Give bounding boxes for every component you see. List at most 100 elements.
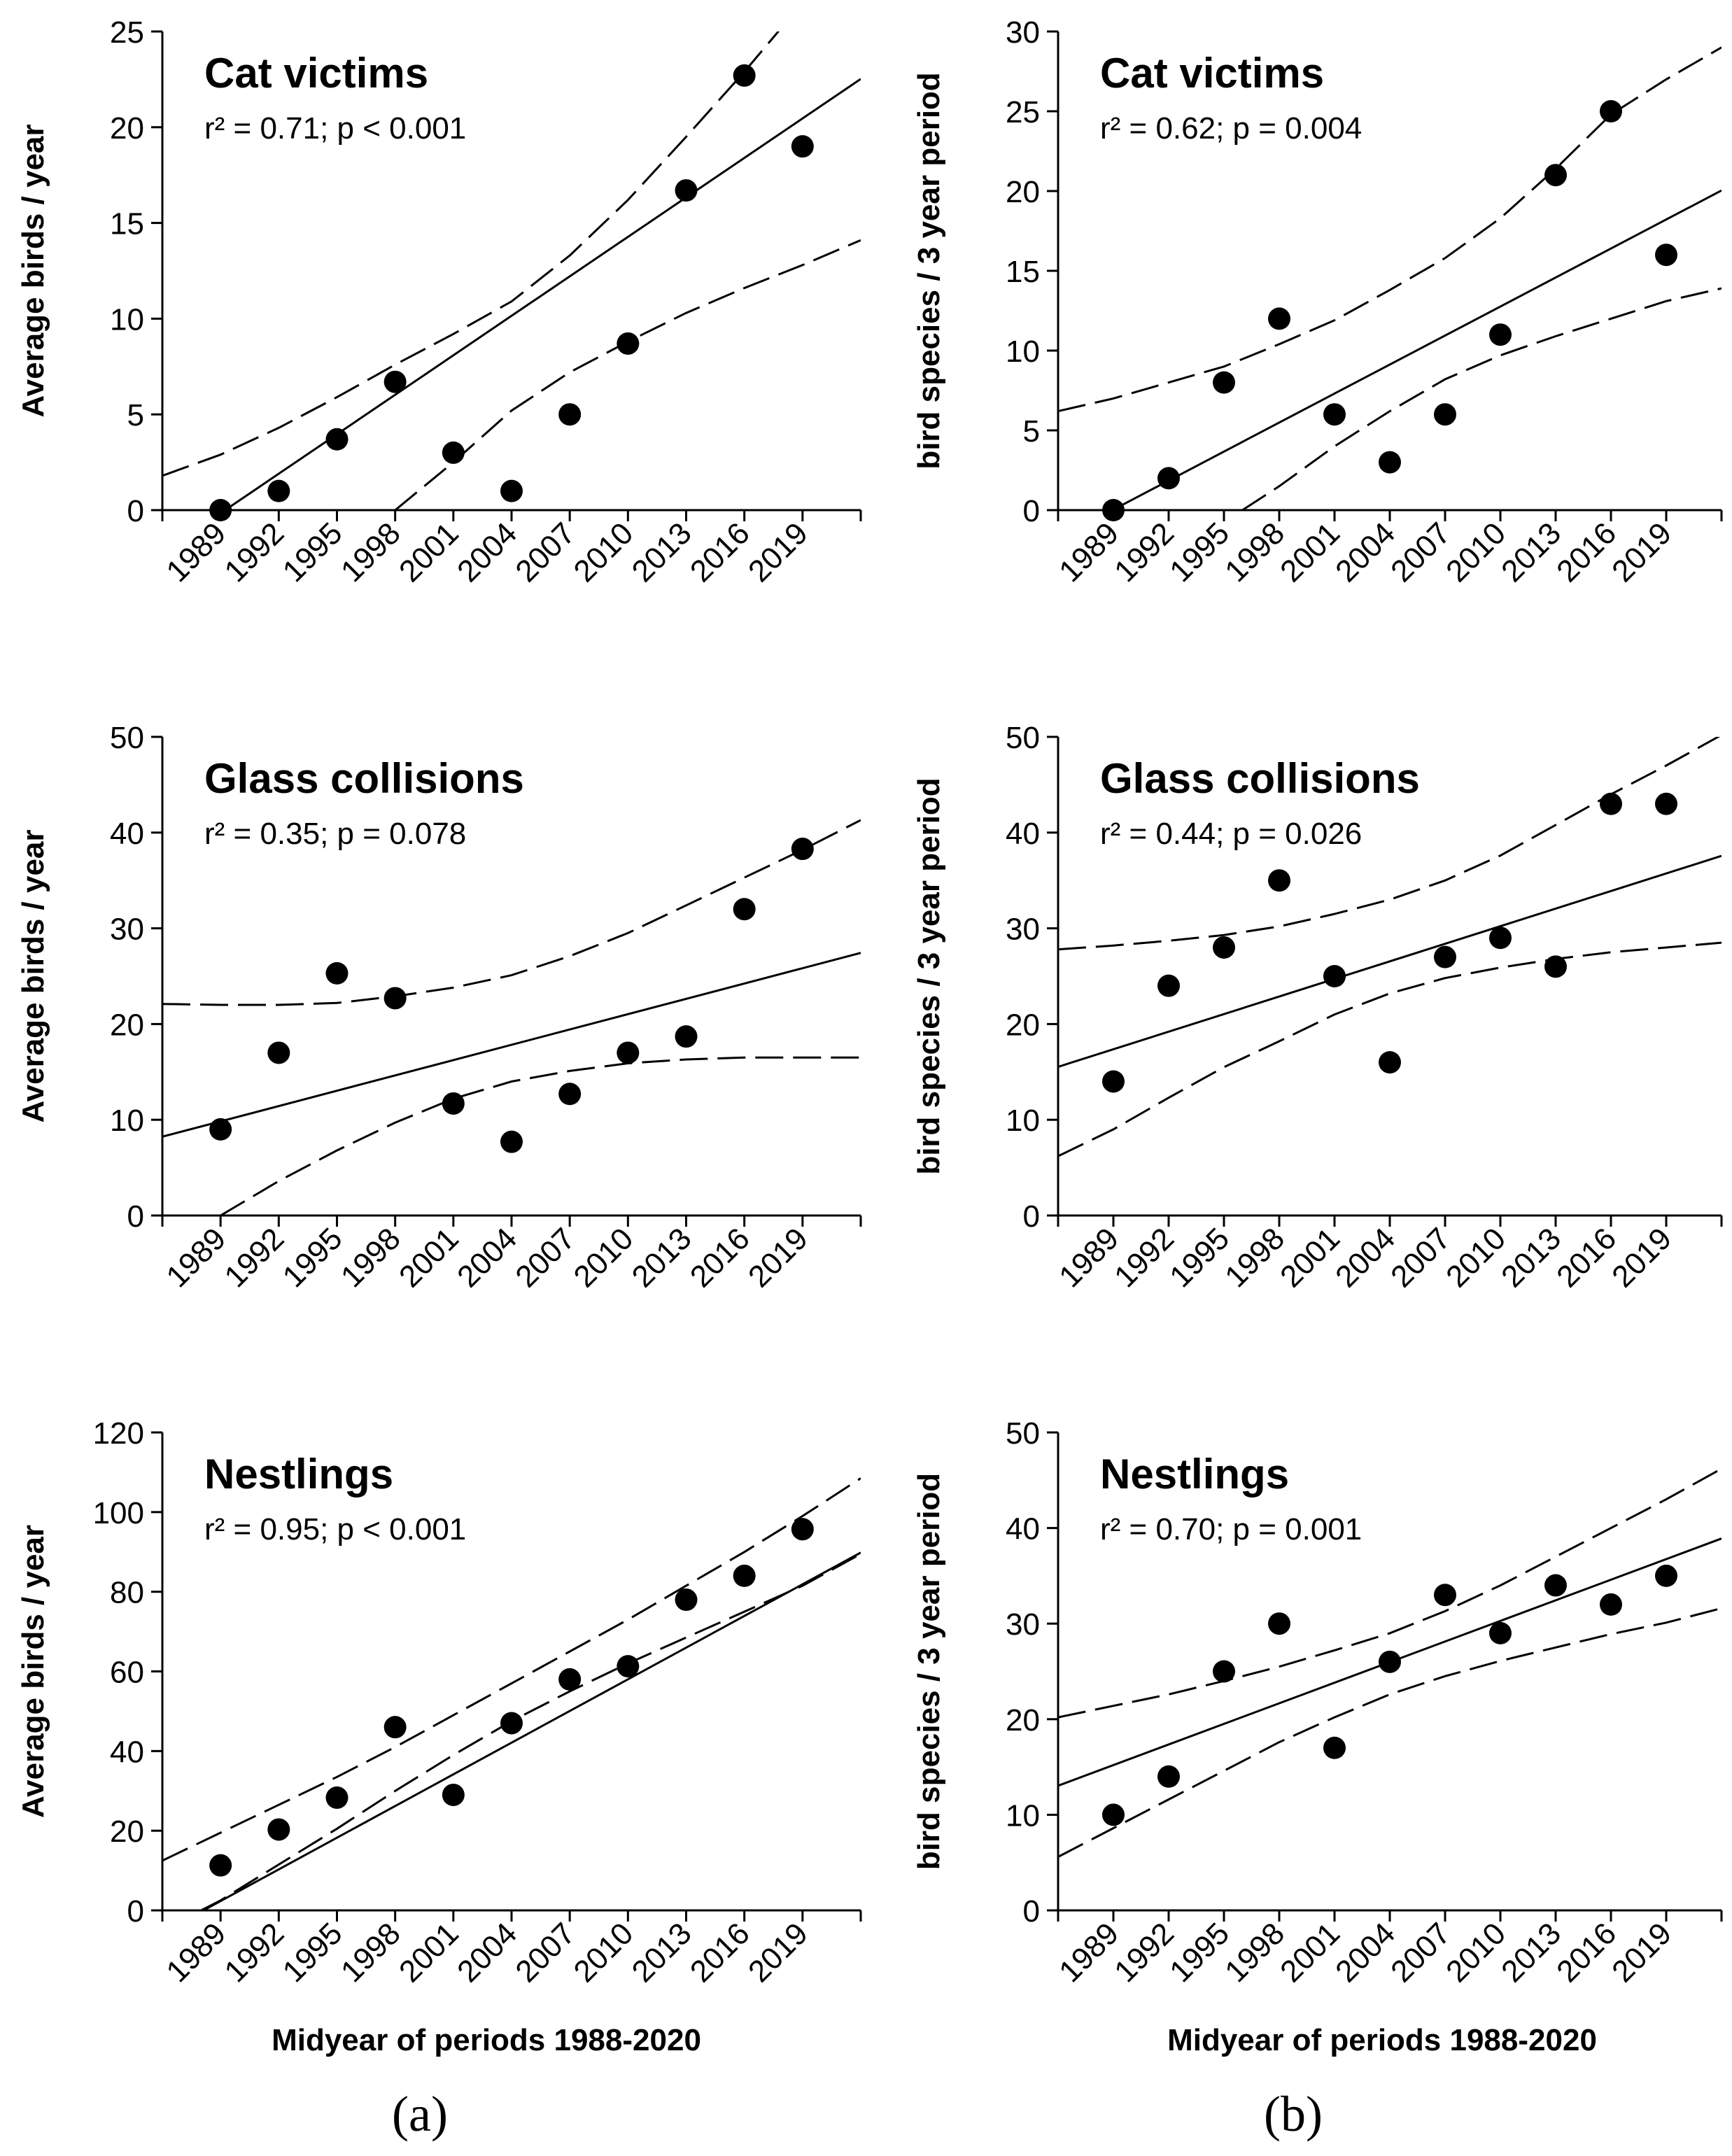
x-tick-label: 1998 — [1218, 516, 1291, 589]
y-tick-label: 0 — [1023, 1894, 1040, 1929]
regression-line — [162, 952, 861, 1138]
x-tick-label: 2004 — [451, 1221, 523, 1294]
y-tick-label: 10 — [1006, 1798, 1040, 1833]
y-tick-label: 10 — [1006, 1104, 1040, 1138]
data-point — [1102, 1803, 1125, 1826]
x-tick-label: 1989 — [160, 1221, 232, 1294]
x-tick-label: 2001 — [393, 516, 465, 589]
data-point — [1157, 467, 1180, 490]
y-tick-label: 5 — [127, 398, 144, 432]
panel-glass-collisions-average: 0102030405019891992199519982001200420072… — [16, 721, 862, 1294]
x-tick-label: 2013 — [1495, 516, 1568, 589]
data-point — [558, 1083, 582, 1106]
x-tick-label: 2010 — [1439, 1221, 1512, 1294]
panel-title: Glass collisions — [1100, 755, 1420, 802]
data-point — [1102, 499, 1125, 521]
x-tick-label: 1989 — [1052, 516, 1125, 589]
regression-line — [1058, 854, 1722, 1068]
data-point — [675, 179, 698, 202]
y-tick-label: 25 — [110, 15, 144, 50]
data-point — [1157, 1765, 1180, 1788]
y-tick-label: 120 — [93, 1416, 144, 1451]
x-tick-label: 2007 — [1384, 516, 1457, 589]
data-point — [675, 1588, 698, 1612]
data-point — [1434, 945, 1456, 968]
x-tick-label: 2007 — [1384, 1916, 1457, 1989]
panel-stats: r² = 0.70; p = 0.001 — [1100, 1512, 1362, 1546]
confidence-band-lower — [1241, 287, 1722, 510]
y-axis-label: Average birds / year — [16, 829, 50, 1122]
x-tick-label: 1995 — [276, 1916, 349, 1989]
data-point — [1655, 1564, 1677, 1587]
data-point — [791, 135, 814, 158]
panel-stats: r² = 0.44; p = 0.026 — [1100, 817, 1362, 851]
x-tick-label: 2007 — [1384, 1221, 1457, 1294]
data-point — [500, 1130, 523, 1153]
data-point — [325, 1786, 348, 1809]
data-point — [1323, 1736, 1346, 1759]
x-tick-label: 2019 — [742, 516, 815, 589]
data-point — [1379, 1650, 1401, 1673]
x-tick-label: 1992 — [218, 516, 291, 589]
x-tick-label: 1995 — [1163, 1221, 1236, 1294]
y-tick-label: 80 — [110, 1576, 144, 1610]
data-point — [1213, 371, 1235, 394]
y-tick-label: 20 — [1006, 1703, 1040, 1738]
panel-title: Nestlings — [204, 1451, 393, 1498]
data-point — [1544, 955, 1567, 978]
data-point — [1268, 1612, 1290, 1635]
x-tick-label: 2019 — [1605, 516, 1678, 589]
x-tick-label: 2016 — [684, 516, 756, 589]
y-tick-label: 5 — [1023, 414, 1040, 449]
data-point — [617, 1655, 640, 1678]
y-axis-label: bird species / 3 year period — [912, 1473, 946, 1870]
panel-title: Glass collisions — [204, 755, 524, 802]
regression-line — [223, 78, 861, 510]
confidence-band-lower — [394, 239, 861, 510]
data-point — [1379, 1051, 1401, 1074]
y-tick-label: 30 — [1006, 1607, 1040, 1642]
data-point — [791, 838, 814, 861]
y-tick-label: 60 — [110, 1656, 144, 1690]
x-tick-label: 2004 — [451, 516, 523, 589]
panel-title: Nestlings — [1100, 1451, 1289, 1498]
data-point — [442, 441, 465, 464]
data-point — [383, 1716, 407, 1739]
y-tick-label: 50 — [1006, 1416, 1040, 1451]
y-axis-label: bird species / 3 year period — [912, 72, 946, 469]
x-tick-label: 2013 — [626, 516, 698, 589]
y-tick-label: 0 — [127, 494, 144, 528]
confidence-band-lower — [1058, 1607, 1722, 1858]
y-tick-label: 30 — [1006, 913, 1040, 947]
data-point — [617, 1041, 640, 1064]
x-tick-label: 2001 — [1274, 1916, 1346, 1989]
y-tick-label: 40 — [1006, 1512, 1040, 1546]
data-point — [1213, 936, 1235, 959]
y-tick-label: 15 — [110, 207, 144, 241]
panel-cat-victims-species: 0 5 10 15 20 25 30 1989199219951998200120042007… — [912, 15, 1723, 589]
x-tick-label: 1995 — [1163, 1916, 1236, 1989]
panel-label-b: (b) — [1264, 2086, 1323, 2142]
x-tick-label: 2010 — [568, 1916, 640, 1989]
y-tick-label: 20 — [1006, 175, 1040, 209]
x-tick-label: 2016 — [1550, 516, 1623, 589]
x-axis-label-right: Midyear of periods 1988-2020 — [1167, 2023, 1597, 2057]
x-tick-label: 1995 — [276, 516, 349, 589]
x-tick-label: 1989 — [160, 1916, 232, 1989]
x-tick-label: 1989 — [1052, 1221, 1125, 1294]
data-point — [617, 332, 640, 355]
confidence-band-upper — [162, 1477, 861, 1862]
x-tick-label: 2016 — [684, 1221, 756, 1294]
y-tick-label: 0 — [127, 1894, 144, 1929]
x-tick-label: 2019 — [742, 1916, 815, 1989]
x-tick-label: 2016 — [1550, 1916, 1623, 1989]
y-tick-label: 40 — [1006, 817, 1040, 851]
x-tick-label: 2016 — [684, 1916, 756, 1989]
data-point — [1268, 307, 1290, 330]
y-tick-label: 0 — [127, 1199, 144, 1234]
x-tick-label: 2004 — [1329, 516, 1402, 589]
y-tick-label: 10 — [110, 1104, 144, 1138]
y-tick-label: 15 — [1006, 255, 1040, 289]
data-point — [209, 1118, 232, 1141]
